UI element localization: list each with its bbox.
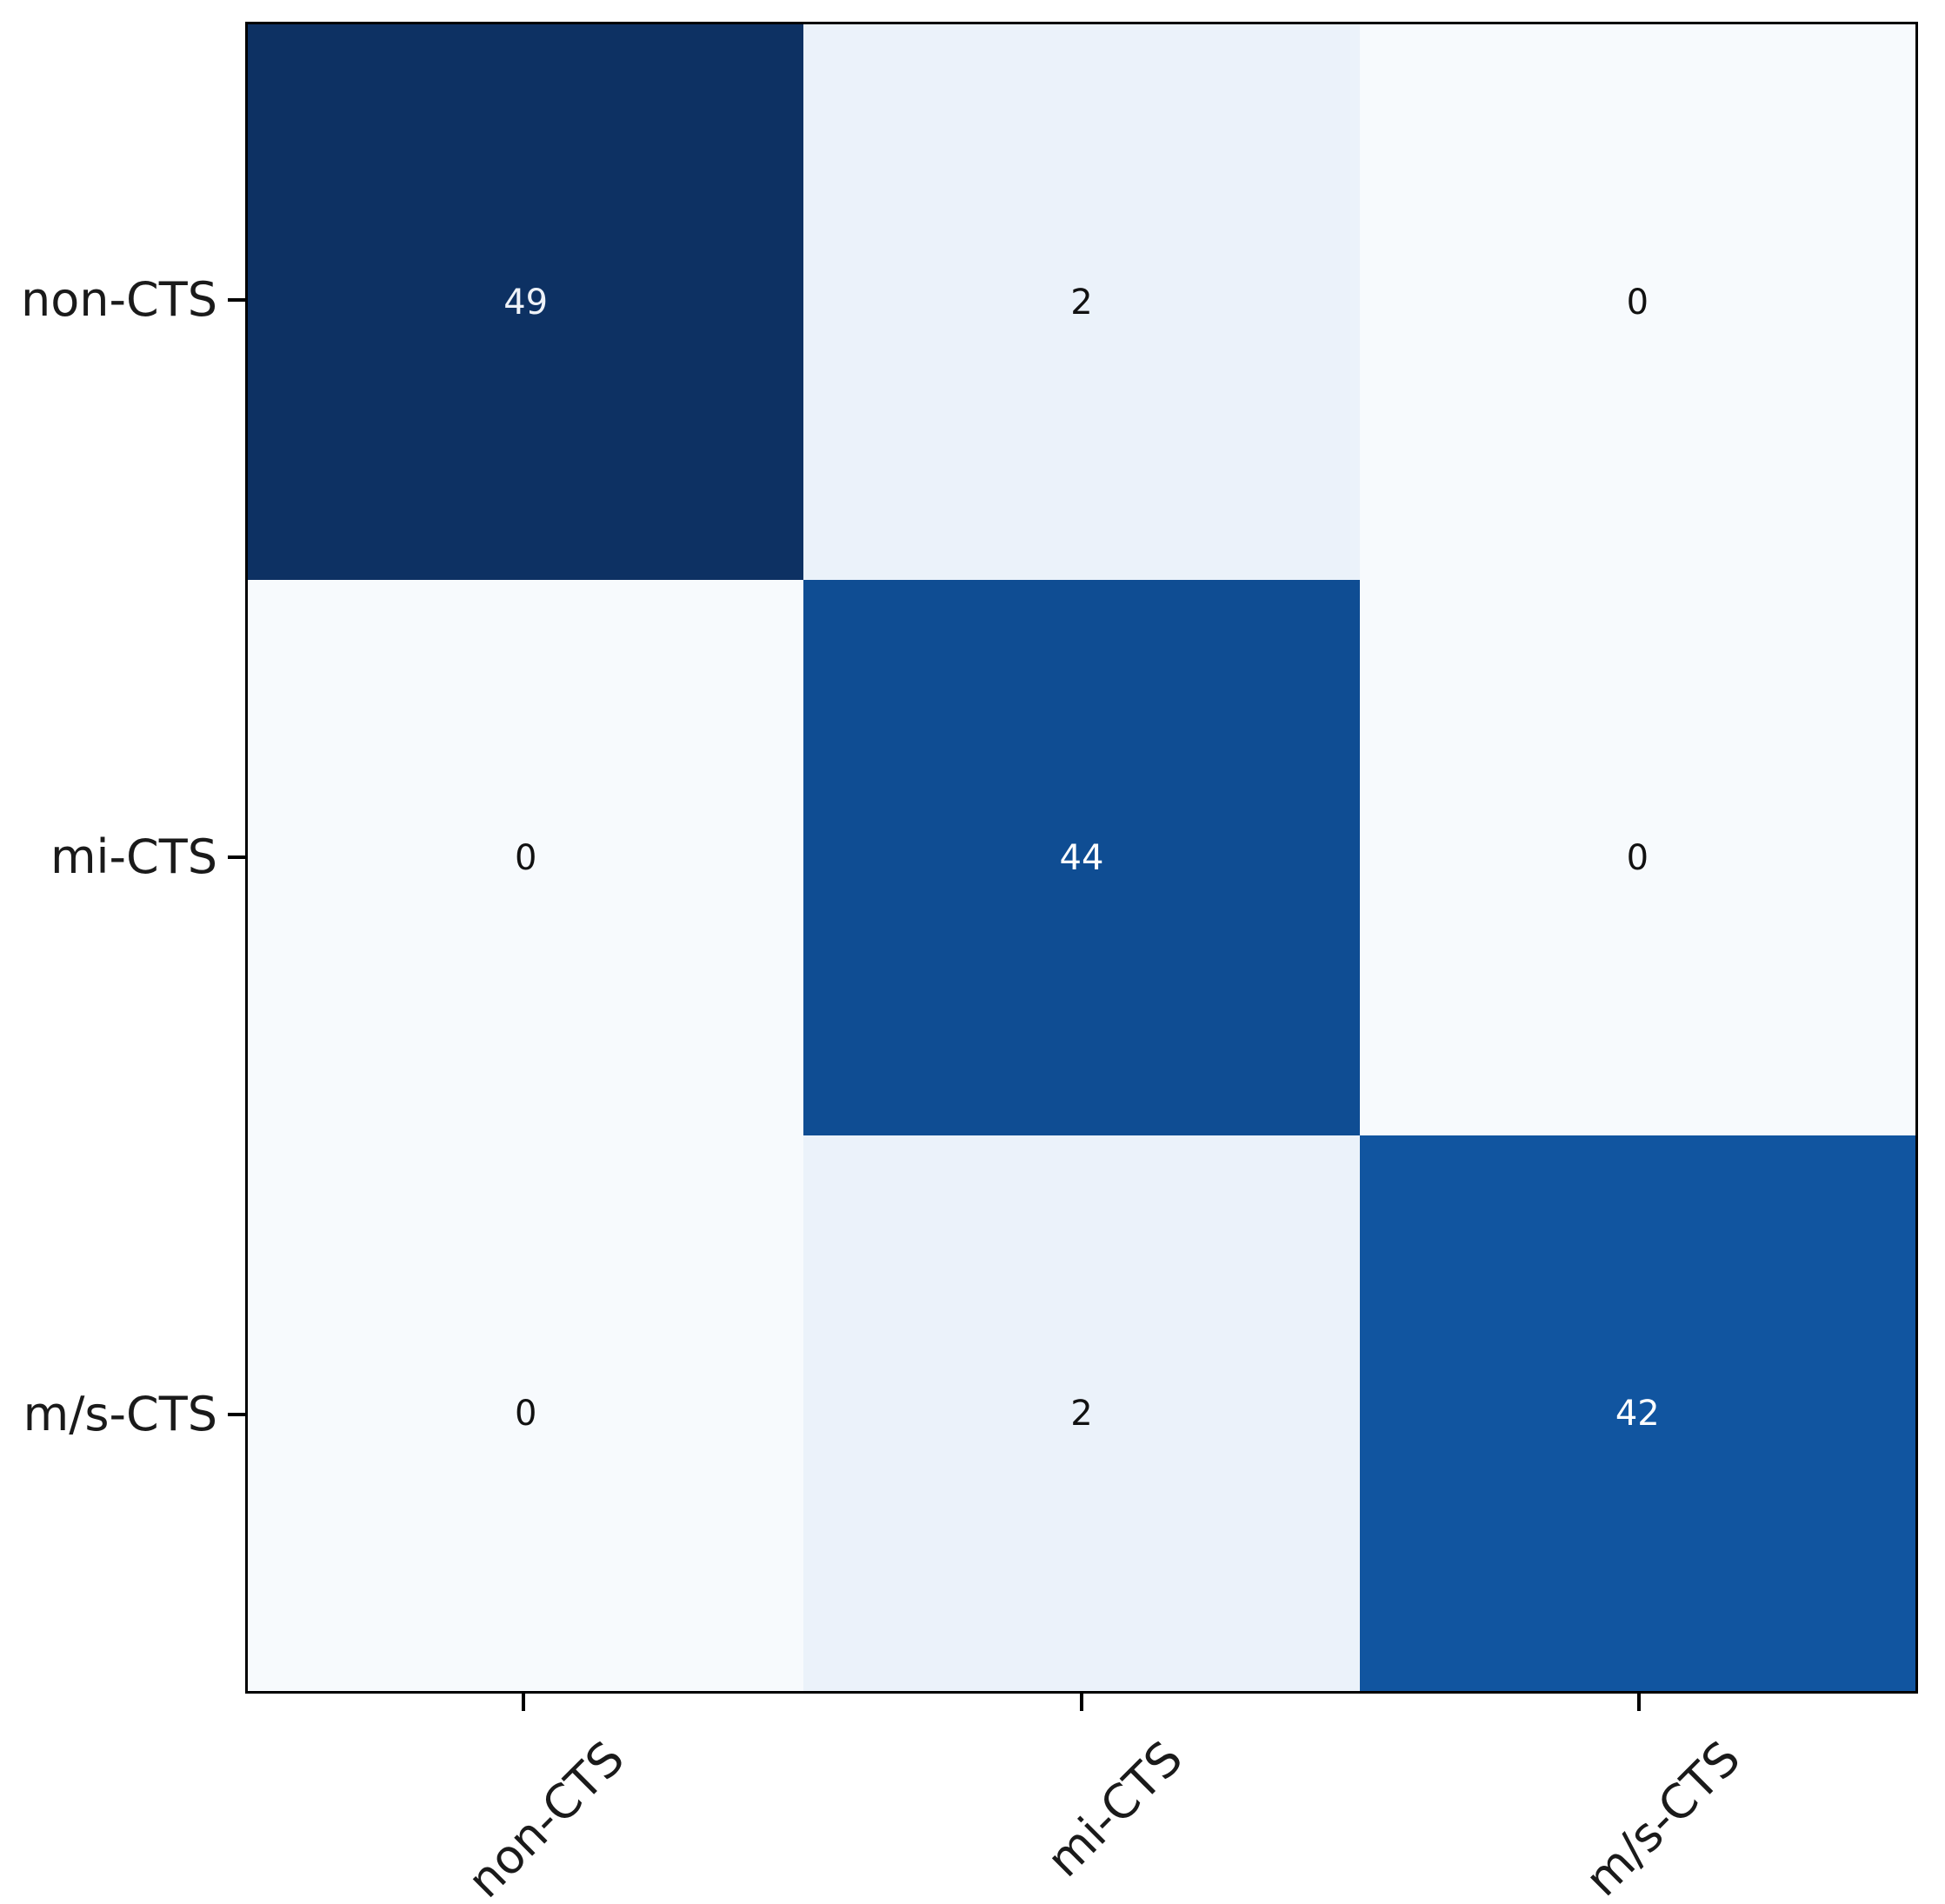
- cell-value: 0: [514, 1393, 537, 1434]
- y-tick-mark: [228, 855, 245, 859]
- cell-value: 0: [1626, 282, 1649, 323]
- y-tick-label-non-cts: non-CTS: [21, 272, 217, 327]
- x-tick-mark: [522, 1694, 525, 1711]
- x-tick-label-non-cts: non-CTS: [456, 1730, 636, 1904]
- y-tick-mark: [228, 298, 245, 302]
- matrix-cell-r2c2: 42: [1359, 1135, 1915, 1691]
- y-tick-label-mi-cts: mi-CTS: [50, 829, 217, 884]
- cell-value: 0: [514, 837, 537, 878]
- matrix-cell-r1c0: 0: [248, 580, 804, 1135]
- cell-value: 49: [503, 282, 549, 323]
- cell-value: 0: [1626, 837, 1649, 878]
- cell-value: 2: [1070, 282, 1093, 323]
- matrix-cell-r1c1: 44: [803, 580, 1360, 1135]
- matrix-cell-r1c2: 0: [1359, 580, 1915, 1135]
- cell-value: 2: [1070, 1393, 1093, 1434]
- y-tick-label-ms-cts: m/s-CTS: [23, 1387, 217, 1441]
- x-tick-mark: [1080, 1694, 1083, 1711]
- cell-value: 44: [1059, 837, 1104, 878]
- heatmap-plot: 49 2 0 0 44 0 0 2 42: [245, 22, 1918, 1694]
- matrix-cell-r2c1: 2: [803, 1135, 1360, 1691]
- matrix-cell-r0c2: 0: [1359, 24, 1915, 580]
- y-tick-mark: [228, 1413, 245, 1416]
- x-tick-label-ms-cts: m/s-CTS: [1574, 1730, 1751, 1904]
- matrix-cell-r0c1: 2: [803, 24, 1360, 580]
- x-tick-mark: [1637, 1694, 1641, 1711]
- cell-value: 42: [1615, 1393, 1660, 1434]
- matrix-cell-r2c0: 0: [248, 1135, 804, 1691]
- matrix-cell-r0c0: 49: [248, 24, 804, 580]
- x-tick-label-mi-cts: mi-CTS: [1036, 1730, 1194, 1887]
